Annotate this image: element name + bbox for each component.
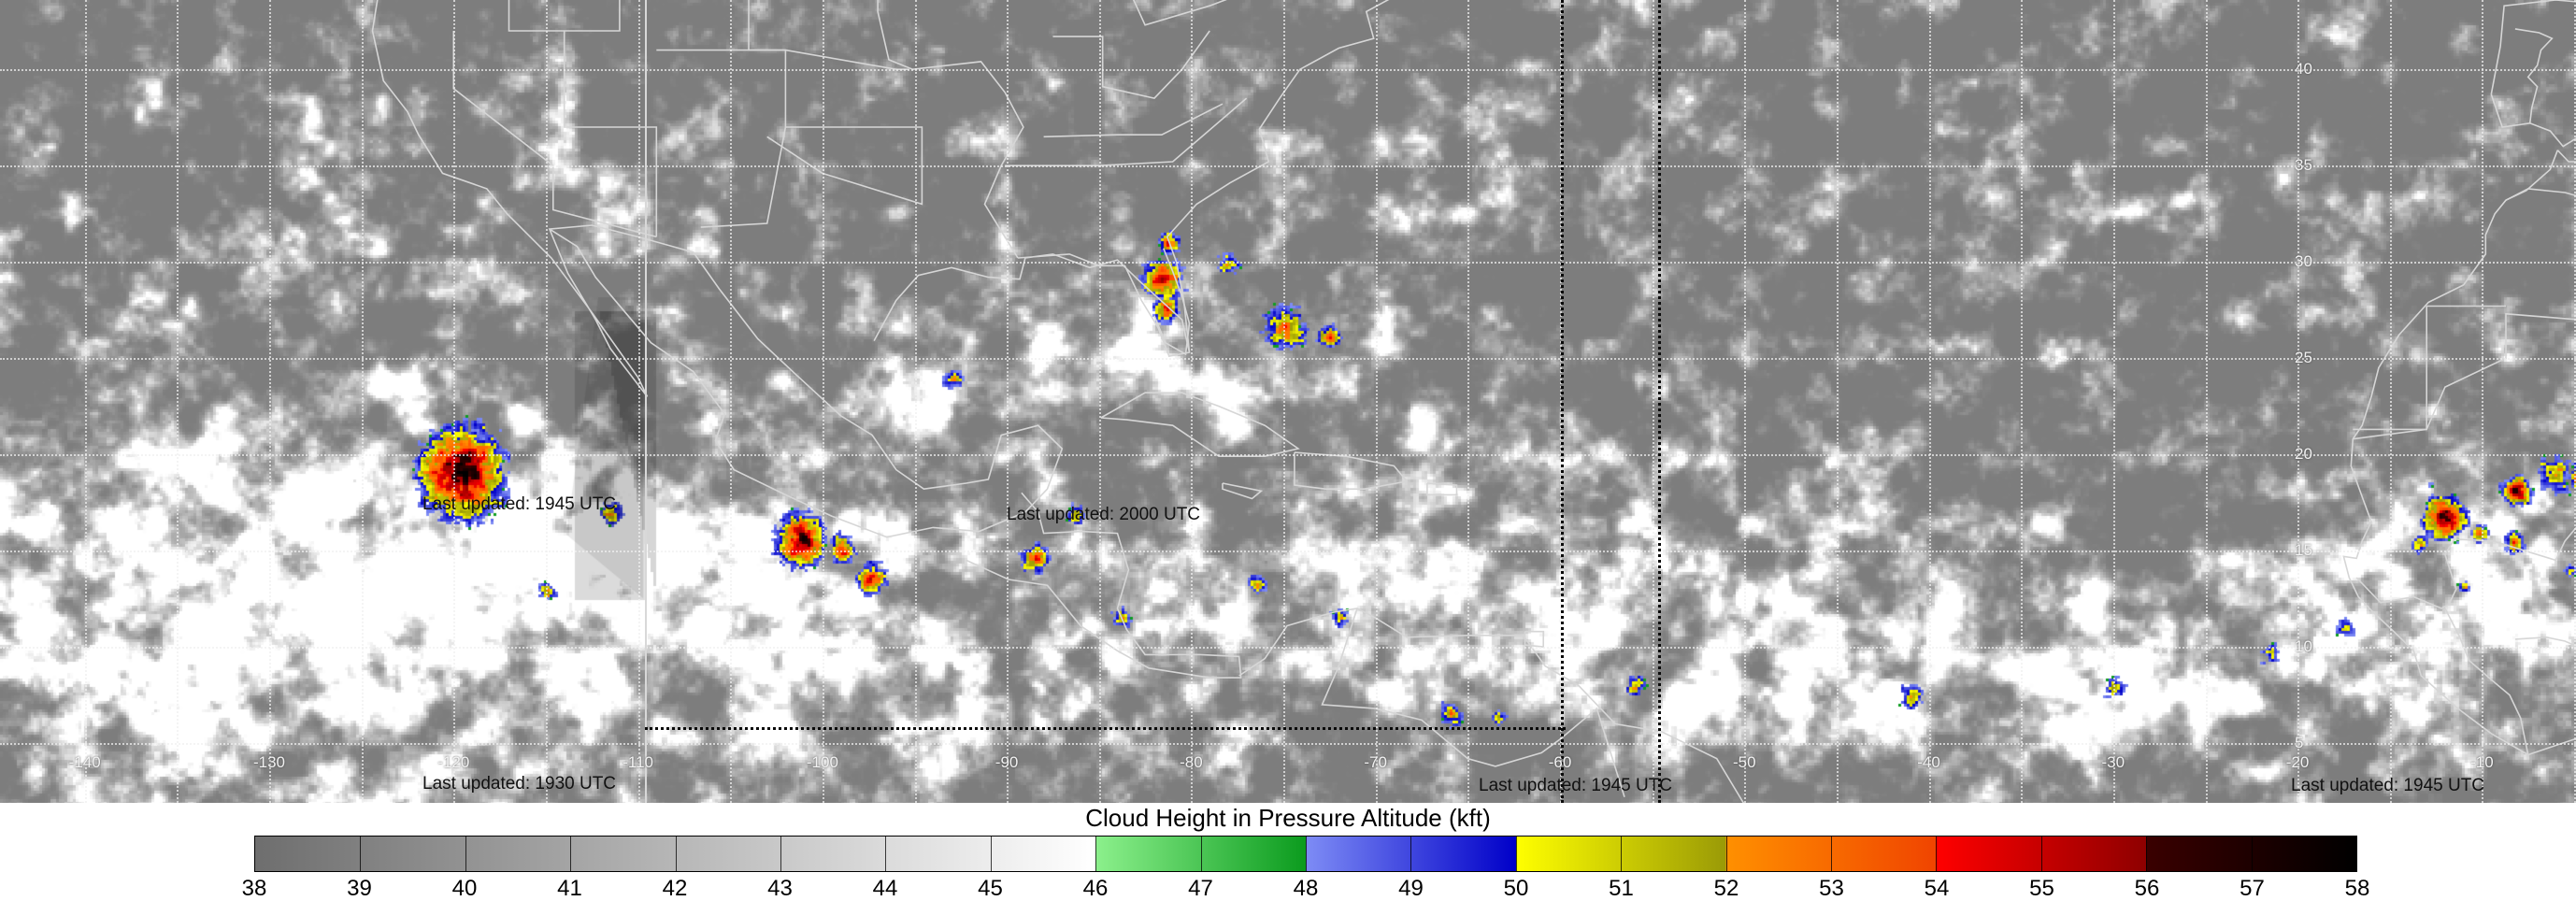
colorbar-label-50: 50 xyxy=(1503,876,1529,901)
colorbar-tick-53 xyxy=(1831,837,1832,871)
lon-tick--110: -110 xyxy=(623,753,653,771)
last-updated-africa: Last updated: 1945 UTC xyxy=(2291,776,2485,795)
colorbar-tick-42 xyxy=(675,837,677,871)
colorbar-label-48: 48 xyxy=(1293,876,1319,901)
colorbar-label-40: 40 xyxy=(451,876,478,901)
colorbar-tick-43 xyxy=(780,837,781,871)
colorbar-label-39: 39 xyxy=(347,876,372,901)
last-updated-atlantic: Last updated: 1945 UTC xyxy=(1479,776,1673,795)
lon-tick--10: -10 xyxy=(2470,753,2494,771)
colorbar-label-44: 44 xyxy=(872,876,898,901)
lat-tick-15: 15 xyxy=(2295,541,2312,560)
lon-tick--90: -90 xyxy=(995,753,1019,771)
lon-tick--80: -80 xyxy=(1180,753,1203,771)
colorbar-label-42: 42 xyxy=(662,876,688,901)
colorbar-label-51: 51 xyxy=(1609,876,1634,901)
lat-tick-30: 30 xyxy=(2295,252,2312,271)
lon-tick--30: -30 xyxy=(2101,753,2125,771)
lon-tick--20: -20 xyxy=(2285,753,2310,771)
lat-tick-25: 25 xyxy=(2295,349,2312,367)
colorbar-tick-51 xyxy=(1621,837,1623,871)
lon-tick--40: -40 xyxy=(1917,753,1940,771)
colorbar-label-46: 46 xyxy=(1082,876,1109,901)
colorbar-label-55: 55 xyxy=(2029,876,2054,901)
colorbar-tick-40 xyxy=(465,837,466,871)
last-updated-goes-east: Last updated: 2000 UTC xyxy=(1007,505,1201,524)
colorbar-label-53: 53 xyxy=(1819,876,1844,901)
colorbar-label-38: 38 xyxy=(241,876,267,901)
lat-tick-5: 5 xyxy=(2295,734,2304,752)
lon-tick--120: -120 xyxy=(437,753,470,771)
sector-divider-goes-west xyxy=(645,0,647,803)
colorbar-tick-46 xyxy=(1095,837,1097,871)
colorbar-label-49: 49 xyxy=(1398,876,1424,901)
lon-tick--130: -130 xyxy=(252,753,286,771)
lat-tick-20: 20 xyxy=(2295,445,2312,464)
colorbar-label-47: 47 xyxy=(1188,876,1213,901)
colorbar-title: Cloud Height in Pressure Altitude (kft) xyxy=(1085,804,1491,832)
lon-tick--100: -100 xyxy=(806,753,838,771)
sector-divider-south xyxy=(645,727,1566,730)
colorbar-label-52: 52 xyxy=(1713,876,1739,901)
colorbar-tick-48 xyxy=(1306,837,1307,871)
lat-tick-10: 10 xyxy=(2295,637,2312,656)
colorbar-tick-41 xyxy=(570,837,572,871)
map-panel[interactable]: -140 -130 -120 -110 -100 -90 -80 -70 -60 -50 -40 -3… xyxy=(0,0,2576,803)
cloud-top-height-raster xyxy=(0,0,2576,803)
colorbar[interactable] xyxy=(254,836,2357,872)
colorbar-tick-52 xyxy=(1725,837,1727,871)
colorbar-tick-50 xyxy=(1515,837,1517,871)
colorbar-tick-54 xyxy=(1936,837,1938,871)
sector-divider-meteosat xyxy=(1658,0,1661,803)
lat-tick-35: 35 xyxy=(2295,156,2312,175)
sector-divider-goes-east xyxy=(1561,0,1564,803)
colorbar-tick-57 xyxy=(2251,837,2253,871)
colorbar-panel: Cloud Height in Pressure Altitude (kft) … xyxy=(0,803,2576,901)
colorbar-label-43: 43 xyxy=(767,876,793,901)
lon-tick--70: -70 xyxy=(1364,753,1387,771)
lon-tick--140: -140 xyxy=(68,753,101,771)
lon-tick--60: -60 xyxy=(1548,753,1572,771)
colorbar-tick-47 xyxy=(1200,837,1202,871)
colorbar-tick-44 xyxy=(885,837,887,871)
last-updated-epac-west: Last updated: 1945 UTC xyxy=(422,494,617,514)
colorbar-label-45: 45 xyxy=(978,876,1003,901)
colorbar-label-56: 56 xyxy=(2134,876,2160,901)
colorbar-tick-55 xyxy=(2040,837,2042,871)
colorbar-tick-49 xyxy=(1410,837,1412,871)
lon-tick--50: -50 xyxy=(1733,753,1756,771)
colorbar-tick-39 xyxy=(360,837,362,871)
colorbar-label-58: 58 xyxy=(2344,876,2370,901)
colorbar-label-54: 54 xyxy=(1924,876,1950,901)
colorbar-tick-56 xyxy=(2146,837,2148,871)
colorbar-tick-45 xyxy=(990,837,992,871)
colorbar-label-41: 41 xyxy=(557,876,582,901)
lat-tick-40: 40 xyxy=(2295,60,2312,79)
colorbar-label-57: 57 xyxy=(2240,876,2265,901)
last-updated-goes-west: Last updated: 1930 UTC xyxy=(422,774,617,794)
